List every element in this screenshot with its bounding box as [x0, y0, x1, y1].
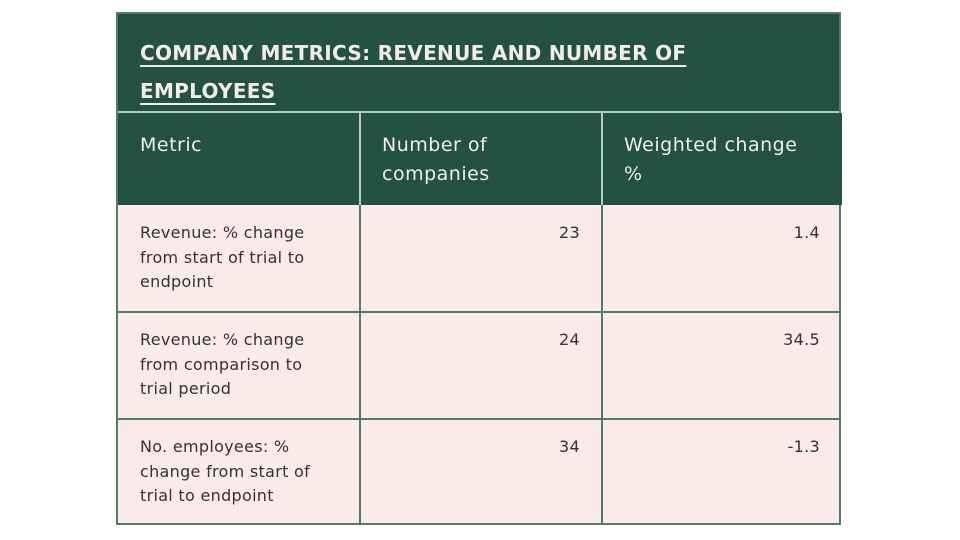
header-number-of-companies: Number of companies	[360, 113, 602, 205]
table-row-3-companies: 34	[559, 437, 580, 456]
table-row-2-companies: 24	[559, 330, 580, 349]
header-divider	[601, 113, 603, 205]
table-row-2-change: 34.5	[783, 330, 820, 349]
table-title: COMPANY METRICS: REVENUE AND NUMBER OF E…	[140, 41, 687, 103]
table-row-3-metric: No. employees: % change from start of tr…	[140, 437, 311, 505]
row-divider	[118, 311, 839, 313]
header-divider	[359, 113, 361, 205]
table-row-1-companies: 23	[559, 223, 580, 242]
table-row-1-change: 1.4	[793, 223, 820, 242]
header-metric: Metric	[118, 113, 360, 205]
table-row-2-metric: Revenue: % change from comparison to tri…	[140, 330, 305, 398]
table-title-row: COMPANY METRICS: REVENUE AND NUMBER OF E…	[118, 14, 839, 113]
header-weighted-change: Weighted change %	[602, 113, 842, 205]
column-divider	[359, 205, 361, 525]
table-row-3-change: -1.3	[787, 437, 820, 456]
row-divider	[118, 418, 839, 420]
company-metrics-table: COMPANY METRICS: REVENUE AND NUMBER OF E…	[116, 12, 842, 525]
column-divider	[601, 205, 603, 525]
table-row-1-metric: Revenue: % change from start of trial to…	[140, 223, 305, 291]
